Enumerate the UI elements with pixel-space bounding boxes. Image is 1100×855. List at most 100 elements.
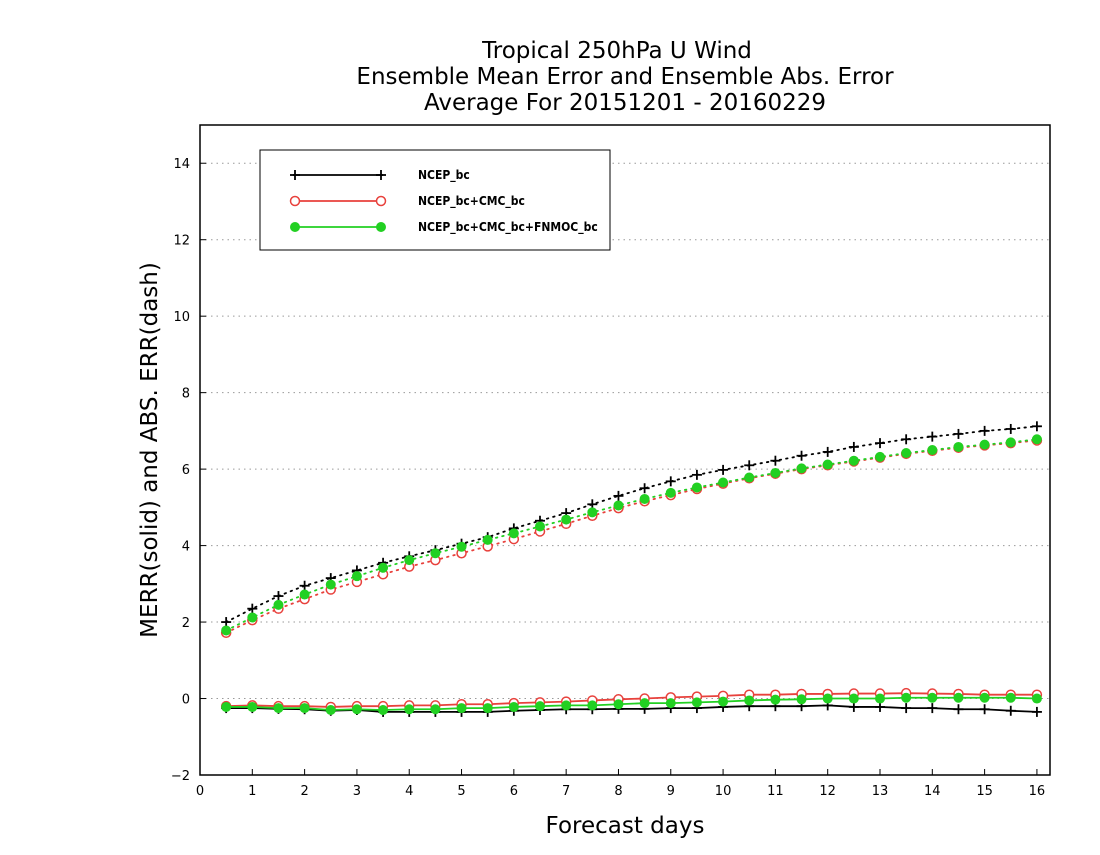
abs-error-point (901, 434, 912, 445)
mean-error-point (299, 703, 310, 714)
abs-error-point (1031, 421, 1042, 432)
abs-error-point (299, 589, 310, 600)
mean-error-point (482, 703, 493, 714)
y-axis: −2 0 2 4 6 8 10 12 14 (171, 157, 206, 784)
mean-error-point (822, 693, 833, 704)
abs-error-point (744, 472, 755, 483)
abs-error-point (691, 482, 702, 493)
abs-error-point (561, 514, 572, 525)
chart-title: Tropical 250hPa U Wind Ensemble Mean Err… (356, 38, 894, 116)
title-line-3: Average For 20151201 - 20160229 (424, 90, 826, 116)
abs-error-point (535, 521, 545, 532)
mean-error-point (1031, 693, 1042, 704)
mean-error-point (325, 705, 336, 715)
x-tick-label: 5 (457, 784, 465, 799)
x-tick-label: 16 (1029, 784, 1046, 799)
mean-error-point (535, 701, 545, 712)
abs-error-point (770, 467, 781, 478)
abs-error-point (927, 445, 938, 455)
mean-error-point (351, 704, 362, 715)
legend-box (259, 149, 611, 251)
abs-error-point (1005, 437, 1016, 448)
y-tick-label: 14 (173, 157, 190, 172)
abs-error-point (1005, 423, 1016, 434)
abs-error-line (225, 425, 1038, 623)
series-0 (221, 421, 1042, 717)
mean-error-point (508, 701, 519, 712)
abs-error-point (953, 428, 964, 439)
mean-error-point (665, 698, 676, 709)
mean-error-point (718, 696, 729, 707)
abs-error-point (691, 469, 702, 480)
x-tick-label: 8 (614, 784, 622, 799)
series-layer (220, 421, 1043, 717)
mean-error-point (927, 703, 938, 714)
legend-entry-0: NCEP_bc (290, 168, 470, 183)
y-tick-label: 6 (182, 463, 190, 478)
abs-error-point (273, 591, 284, 602)
abs-error-point (718, 464, 729, 475)
mean-error-point (1005, 705, 1016, 716)
x-tick-label: 4 (405, 784, 413, 799)
mean-error-point (639, 698, 650, 709)
title-line-2: Ensemble Mean Error and Ensemble Abs. Er… (356, 64, 894, 90)
title-line-1: Tropical 250hPa U Wind (481, 38, 752, 64)
mean-error-point (587, 700, 598, 711)
y-tick-label: 12 (173, 234, 190, 249)
legend-marker-left (290, 170, 300, 180)
mean-error-point (979, 692, 990, 703)
mean-error-point (378, 705, 389, 715)
abs-error-point (221, 617, 232, 628)
mean-error-point (1005, 692, 1016, 703)
abs-error-point (953, 441, 964, 452)
x-tick-label: 3 (353, 784, 361, 799)
mean-error-point (561, 700, 572, 711)
x-tick-label: 7 (562, 784, 570, 799)
abs-error-point (665, 476, 676, 487)
abs-error-point (796, 450, 807, 461)
legend-marker-right (376, 222, 386, 232)
abs-error-point (404, 555, 415, 566)
mean-error-point (901, 703, 912, 714)
mean-error-point (404, 704, 415, 715)
x-tick-label: 1 (248, 784, 256, 799)
abs-error-point (796, 463, 807, 474)
x-tick-label: 6 (510, 784, 518, 799)
abs-error-point (378, 562, 389, 573)
legend: NCEP_bc NCEP_bc+CMC_bc NCEP_bc+CMC_bc+FNMO… (259, 149, 611, 251)
legend-marker-right (375, 195, 387, 207)
mean-error-point (901, 692, 912, 703)
mean-error-point (927, 692, 938, 703)
abs-error-point (822, 446, 833, 457)
x-tick-label: 0 (196, 784, 204, 799)
abs-error-point (482, 534, 493, 545)
x-tick-label: 11 (767, 784, 784, 799)
mean-error-point (848, 701, 859, 712)
y-tick-label: 4 (182, 540, 190, 555)
legend-marker-left (289, 195, 301, 207)
abs-error-point (979, 439, 990, 450)
mean-error-line (226, 692, 1037, 708)
mean-error-point (247, 701, 258, 712)
mean-error-point (796, 694, 807, 705)
abs-error-point (351, 571, 362, 582)
abs-error-point (613, 490, 624, 501)
mean-error-point (221, 701, 232, 712)
abs-error-point (325, 579, 336, 590)
mean-error-point (875, 701, 885, 712)
mean-error-point (770, 694, 781, 705)
grid (200, 162, 1050, 776)
series-2 (221, 434, 1042, 715)
abs-error-point (744, 460, 755, 471)
plot-frame (199, 124, 1051, 776)
abs-error-point (718, 477, 729, 488)
abs-error-point (875, 451, 885, 462)
mean-error-point (953, 692, 964, 703)
abs-error-point (273, 599, 284, 610)
y-tick-label: 2 (182, 616, 190, 631)
mean-error-point (691, 697, 702, 708)
legend-entry-1: NCEP_bc+CMC_bc (289, 194, 525, 209)
y-axis-label: MERR(solid) and ABS. ERR(dash) (137, 262, 163, 638)
abs-error-point (848, 455, 859, 466)
mean-error-point (456, 703, 467, 714)
